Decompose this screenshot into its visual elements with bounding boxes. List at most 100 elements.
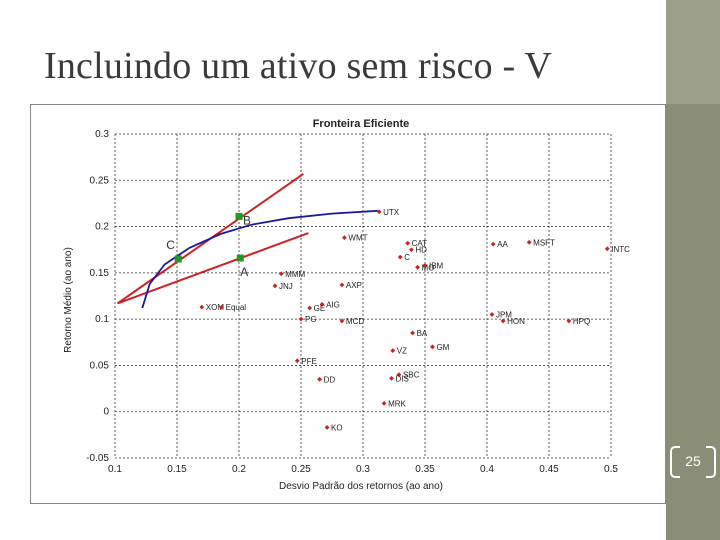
data-point xyxy=(604,246,610,252)
tick-layer: 0.1 0.15 0.2 0.25 0.3 0.35 0.4 0.45 0.5 -0.05 0 0.0… xyxy=(86,129,618,475)
data-point-label: AIG xyxy=(326,300,340,309)
data-point-label: JPM xyxy=(496,311,512,320)
data-point xyxy=(272,283,278,289)
data-point-label: IBM xyxy=(429,261,444,270)
data-point-label: MSFT xyxy=(533,238,555,247)
data-point xyxy=(489,312,495,317)
data-point-label: MCD xyxy=(346,317,364,326)
data-point xyxy=(389,375,394,381)
data-point-label: MRK xyxy=(388,399,406,408)
data-point-label: SBC xyxy=(403,371,420,380)
data-point xyxy=(405,240,411,246)
y-tick-label: 0.1 xyxy=(95,314,109,325)
y-tick-label: 0.25 xyxy=(90,175,110,186)
data-point xyxy=(566,318,572,324)
data-point-label: PG xyxy=(305,315,317,324)
data-point xyxy=(317,376,322,382)
data-point-label: Equal xyxy=(226,303,247,312)
marker-layer: B C A xyxy=(166,212,251,279)
portfolio-marker-label: C xyxy=(166,238,175,252)
data-point xyxy=(278,271,284,277)
data-point-label: C xyxy=(404,253,410,262)
right-sidebar-band-top xyxy=(666,0,720,104)
capital-allocation-line xyxy=(117,232,309,305)
data-point xyxy=(307,305,313,311)
data-point-label: VZ xyxy=(397,347,407,356)
data-point xyxy=(500,318,506,324)
x-tick-label: 0.1 xyxy=(108,464,122,475)
data-point xyxy=(410,330,415,336)
y-tick-label: 0.05 xyxy=(90,360,110,371)
x-tick-label: 0.3 xyxy=(356,464,370,475)
data-point-label: DIS xyxy=(396,374,409,383)
data-point-label: DD xyxy=(324,375,336,384)
y-tick-label: -0.05 xyxy=(86,453,109,464)
x-tick-label: 0.25 xyxy=(291,464,311,475)
slide-title: Incluindo um ativo sem risco - V xyxy=(44,45,553,87)
grid-layer xyxy=(114,133,612,459)
data-point xyxy=(408,247,414,253)
data-point xyxy=(381,400,387,406)
data-point xyxy=(430,344,435,350)
data-point-label: MMM xyxy=(285,270,305,279)
data-point xyxy=(199,304,205,310)
data-point xyxy=(376,209,382,215)
data-point-label: INTC xyxy=(611,245,630,254)
data-point-label: JNJ xyxy=(279,282,293,291)
efficient-frontier-chart: Fronteira Eficiente 0.1 0.15 0.2 0.25 0.3 0.3… xyxy=(63,118,630,492)
x-tick-label: 0.45 xyxy=(539,464,559,475)
portfolio-marker xyxy=(236,254,244,262)
page-number: 25 xyxy=(670,446,716,478)
data-point xyxy=(397,254,403,260)
data-point xyxy=(298,316,304,322)
data-point-label: GE xyxy=(314,304,326,313)
data-point xyxy=(294,358,300,364)
data-point-label: GM xyxy=(436,343,449,352)
data-point-label: WMT xyxy=(348,234,367,243)
data-point xyxy=(396,372,402,378)
data-point xyxy=(490,241,496,247)
data-point xyxy=(342,235,347,241)
data-point-label: HD xyxy=(415,246,427,255)
efficient-frontier-curve xyxy=(141,209,378,309)
data-point-label: CAT xyxy=(412,239,428,248)
x-tick-label: 0.2 xyxy=(232,464,246,475)
portfolio-marker xyxy=(174,255,182,263)
data-point-label: AXP xyxy=(346,281,362,290)
portfolio-marker-label: A xyxy=(240,265,248,279)
data-point-label: HPQ xyxy=(573,317,590,326)
data-point xyxy=(526,239,532,245)
data-point xyxy=(422,263,428,268)
x-axis-label: Desvio Padrão dos retornos (ao ano) xyxy=(279,481,443,492)
data-point-label: HON xyxy=(507,317,525,326)
y-tick-label: 0.2 xyxy=(95,222,109,233)
data-point xyxy=(339,318,345,324)
data-point xyxy=(319,301,325,307)
data-point xyxy=(415,264,420,270)
y-tick-label: 0.3 xyxy=(95,129,109,140)
line-layer xyxy=(116,172,378,309)
y-tick-label: 0 xyxy=(103,407,109,418)
data-point-label: BA xyxy=(417,329,428,338)
data-point xyxy=(339,282,345,288)
data-point-label: UTX xyxy=(383,208,400,217)
data-point xyxy=(324,425,330,430)
portfolio-marker-label: B xyxy=(243,213,251,227)
data-point-label: AA xyxy=(497,240,508,249)
x-tick-label: 0.15 xyxy=(167,464,187,475)
x-tick-label: 0.4 xyxy=(480,464,494,475)
y-axis-label: Retorno Médio (ao ano) xyxy=(63,247,74,353)
data-point xyxy=(390,348,396,354)
x-tick-label: 0.5 xyxy=(604,464,618,475)
data-point xyxy=(219,304,225,310)
y-tick-label: 0.15 xyxy=(90,268,110,279)
portfolio-marker xyxy=(235,212,243,220)
chart-frame: Fronteira Eficiente 0.1 0.15 0.2 0.25 0.3 0.3… xyxy=(30,104,666,504)
chart-title: Fronteira Eficiente xyxy=(313,118,410,130)
data-point-label: MO xyxy=(422,263,435,272)
data-point-label: KO xyxy=(331,423,343,432)
x-tick-label: 0.35 xyxy=(415,464,435,475)
data-point-label: XOM xyxy=(206,303,225,312)
data-point-label: PFE xyxy=(301,357,317,366)
